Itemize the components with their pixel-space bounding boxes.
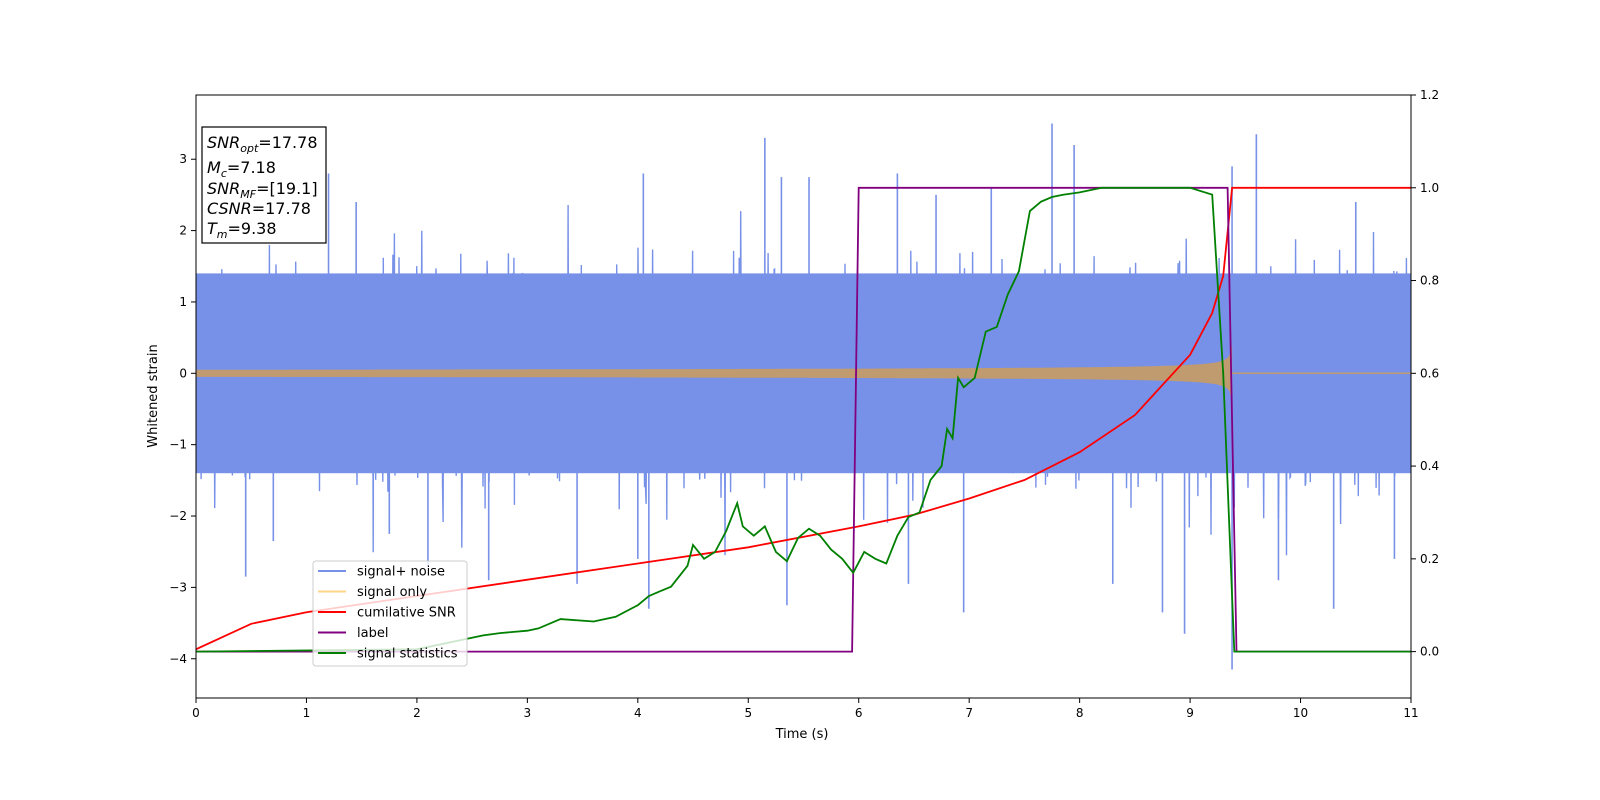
info-tm-value: =9.38 xyxy=(228,219,277,238)
x-tick-label: 4 xyxy=(634,706,642,720)
x-tick-label: 7 xyxy=(965,706,973,720)
y-axis-label: Whitened strain xyxy=(146,344,161,447)
left-y-tick-label: −1 xyxy=(169,438,187,452)
legend-label: signal only xyxy=(357,585,427,600)
info-tm-symbol: T xyxy=(207,219,218,238)
signal-only-series xyxy=(196,345,1411,402)
plot-area xyxy=(196,123,1411,670)
x-tick-label: 0 xyxy=(192,706,200,720)
info-tm: Tm=9.38 xyxy=(207,219,277,241)
left-y-tick-label: −3 xyxy=(169,580,187,594)
right-y-tick-label: 0.0 xyxy=(1420,645,1439,659)
left-y-tick-label: −4 xyxy=(169,652,187,666)
right-y-tick-label: 0.2 xyxy=(1420,552,1439,566)
info-box-frame xyxy=(201,126,327,244)
x-axis-ticks: 0 1 2 3 4 5 6 7 8 9 10 11 xyxy=(192,698,1419,720)
plot-frame xyxy=(195,94,1412,699)
left-y-axis-ticks: −4 −3 −2 −1 0 1 2 3 xyxy=(169,152,196,666)
right-y-tick-label: 0.4 xyxy=(1420,459,1439,473)
right-y-tick-label: 0.8 xyxy=(1420,274,1439,288)
info-mc-sub: c xyxy=(221,167,227,180)
info-snr-mf-sub: MF xyxy=(240,188,256,201)
info-box: SNRopt=17.78 Mc=7.18 SNRMF=[19.1] CSNR=1… xyxy=(201,126,327,244)
info-snr-mf-value: =[19.1] xyxy=(256,179,318,198)
x-tick-label: 6 xyxy=(855,706,863,720)
series-line xyxy=(196,186,1411,653)
info-snr-opt-sub: opt xyxy=(240,142,259,155)
left-y-tick-label: 2 xyxy=(179,224,187,238)
x-tick-label: 9 xyxy=(1186,706,1194,720)
x-tick-label: 5 xyxy=(744,706,752,720)
left-y-tick-label: 3 xyxy=(179,152,187,166)
info-mc-value: =7.18 xyxy=(227,158,276,177)
info-snr-opt-value: =17.78 xyxy=(258,133,317,152)
x-axis-label: Time (s) xyxy=(775,727,829,742)
info-snr-mf-symbol: SNR xyxy=(207,179,240,198)
right-y-axis-ticks: 0.0 0.2 0.4 0.6 0.8 1.0 1.2 xyxy=(1411,88,1439,659)
legend: signal+ noise signal only cumilative SNR la… xyxy=(312,560,468,667)
left-y-tick-label: −2 xyxy=(169,509,187,523)
signal-only-envelope xyxy=(196,345,1233,402)
legend-frame xyxy=(312,560,468,667)
x-tick-label: 8 xyxy=(1076,706,1084,720)
info-snr-opt-symbol: SNR xyxy=(207,133,240,152)
info-csnr-value: =17.78 xyxy=(252,199,311,218)
info-mc: Mc=7.18 xyxy=(207,158,276,180)
x-tick-label: 11 xyxy=(1403,706,1418,720)
legend-label: cumilative SNR xyxy=(357,606,456,621)
info-snr-mf: SNRMF=[19.1] xyxy=(207,179,318,201)
info-csnr-symbol: CSNR xyxy=(207,199,252,218)
info-snr-opt: SNRopt=17.78 xyxy=(207,133,318,155)
x-tick-label: 3 xyxy=(524,706,532,720)
right-y-tick-label: 1.0 xyxy=(1420,181,1439,195)
info-csnr: CSNR=17.78 xyxy=(207,199,311,218)
right-y-tick-label: 0.6 xyxy=(1420,366,1439,380)
legend-label: label xyxy=(357,626,388,641)
right-y-tick-label: 1.2 xyxy=(1420,88,1439,102)
legend-label: signal statistics xyxy=(357,647,458,662)
x-tick-label: 1 xyxy=(303,706,311,720)
info-mc-symbol: M xyxy=(207,158,221,177)
legend-label: signal+ noise xyxy=(357,565,445,580)
x-tick-label: 2 xyxy=(413,706,421,720)
info-tm-sub: m xyxy=(217,228,228,241)
left-y-tick-label: 0 xyxy=(179,366,187,380)
left-y-tick-label: 1 xyxy=(179,295,187,309)
x-tick-label: 10 xyxy=(1293,706,1308,720)
